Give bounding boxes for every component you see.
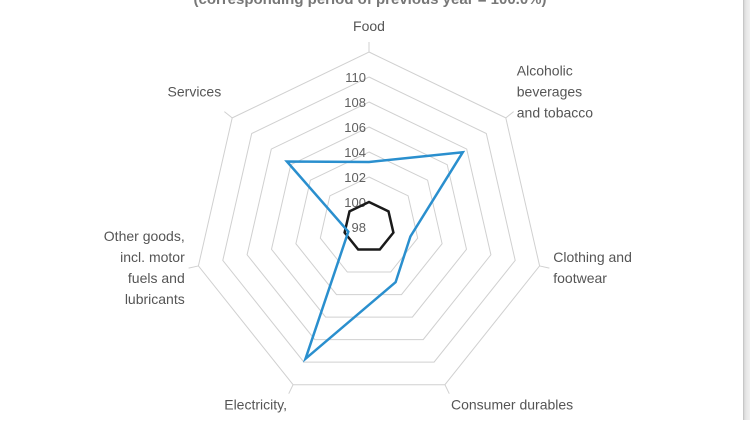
tick-label: 104 <box>344 145 366 160</box>
axis-labels: Food Alcoholic beverages and tobacco Clothin… <box>104 18 632 425</box>
axis-tick <box>444 384 450 394</box>
axis-label: Other goods, incl. motor fuels and lubrican… <box>104 228 185 307</box>
axis-label: Services <box>168 84 222 100</box>
series-line <box>343 200 395 251</box>
axis-label: Food <box>353 18 385 34</box>
grid-ring <box>270 126 468 318</box>
chart-subtitle: (corresponding period of previous year =… <box>0 0 740 8</box>
axis-label: Alcoholic beverages and tobacco <box>517 63 593 121</box>
grid-ring <box>222 76 516 363</box>
grid-ring <box>197 51 541 386</box>
grid-ring <box>295 151 443 296</box>
tick-label: 102 <box>344 170 366 185</box>
axis-tick <box>288 384 294 394</box>
axis-label: Electricity,gas and other <box>201 396 287 420</box>
series-line <box>284 150 466 363</box>
data-series <box>284 150 466 363</box>
axis-label: Consumer durables <box>451 396 573 412</box>
axis-label: Clothing and footwear <box>553 249 632 286</box>
tick-label: 98 <box>352 220 366 235</box>
axis-tick <box>505 111 514 119</box>
radar-grid <box>188 42 550 394</box>
axis-tick <box>188 265 199 269</box>
grid-ring <box>319 176 419 273</box>
tick-label: 108 <box>344 95 366 110</box>
tick-label: 106 <box>344 120 366 135</box>
window-edge <box>743 0 750 420</box>
axis-tick <box>539 265 550 269</box>
tick-label: 110 <box>345 70 366 85</box>
grid-ring <box>246 101 492 341</box>
axis-tick <box>224 111 233 119</box>
